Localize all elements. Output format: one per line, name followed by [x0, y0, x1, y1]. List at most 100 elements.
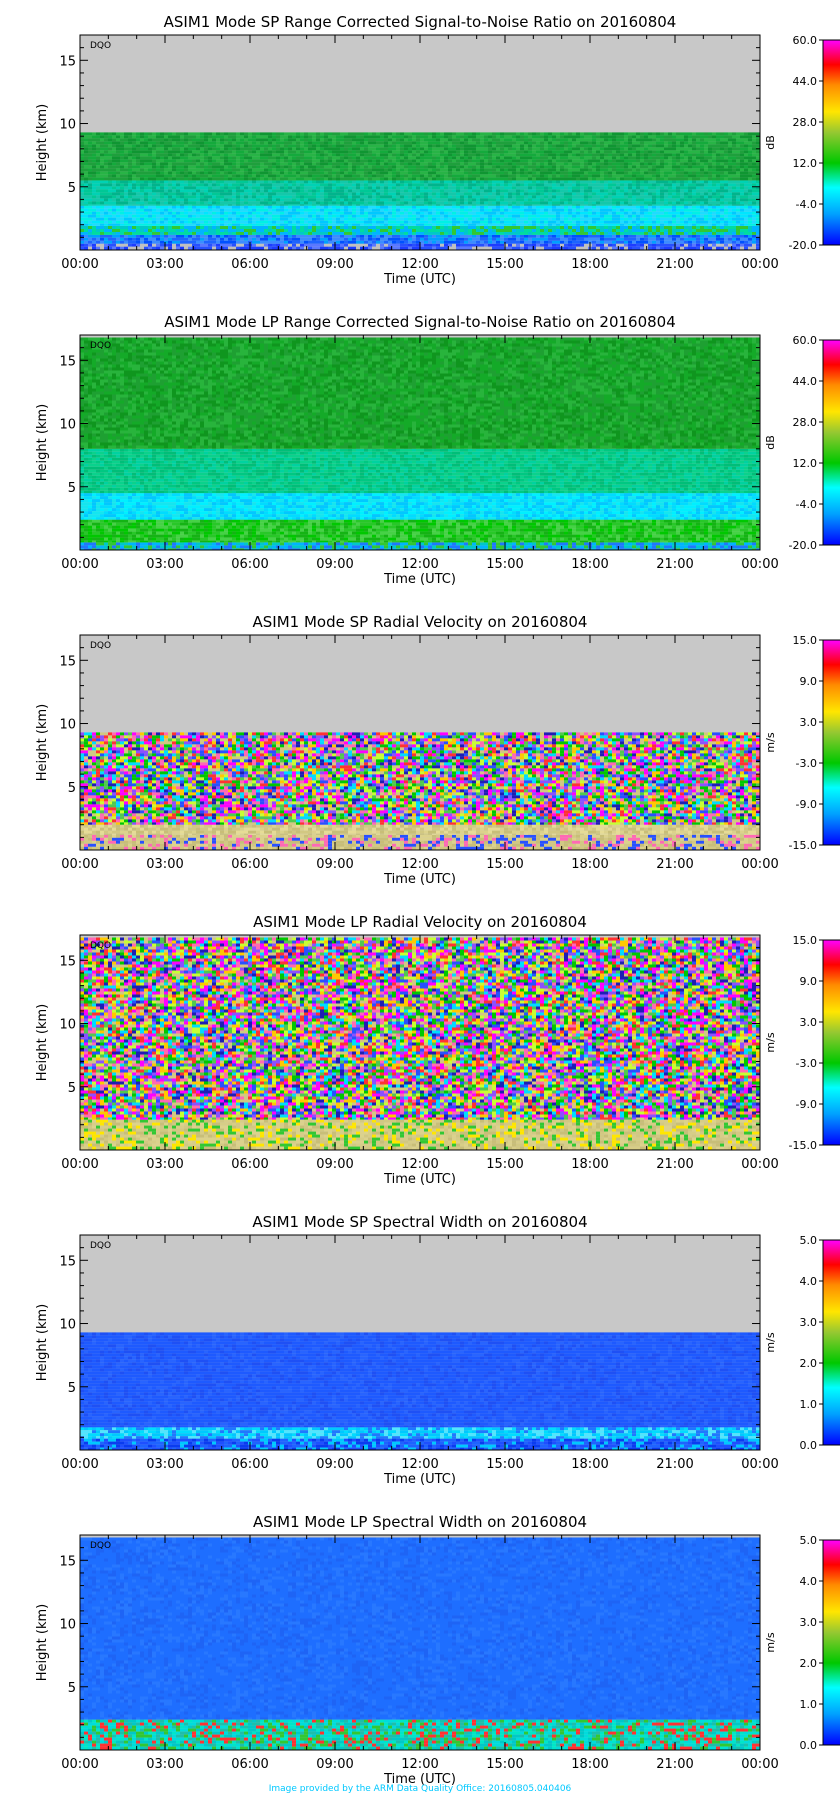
heatmap-cell	[412, 235, 416, 238]
heatmap-cell	[172, 209, 176, 212]
heatmap-cell	[164, 212, 168, 215]
heatmap-cell	[220, 226, 224, 229]
heatmap-cell	[672, 238, 676, 241]
heatmap-cell	[740, 215, 744, 218]
heatmap-cell	[168, 206, 172, 209]
heatmap-cell	[332, 209, 336, 212]
heatmap-cell	[236, 241, 240, 244]
heatmap-cell	[564, 244, 568, 247]
heatmap-cell	[572, 238, 576, 241]
heatmap-cell	[428, 206, 432, 209]
heatmap-cell	[192, 212, 196, 215]
heatmap-cell	[380, 212, 384, 215]
heatmap-cell	[216, 241, 220, 244]
heatmap-cell	[172, 238, 176, 241]
heatmap-cell	[280, 212, 284, 215]
heatmap-cell	[724, 232, 728, 235]
heatmap-cell	[404, 229, 408, 232]
heatmap-cell	[536, 212, 540, 215]
heatmap-cell	[132, 226, 136, 229]
heatmap-cell	[756, 232, 760, 235]
heatmap-cell	[496, 206, 500, 209]
heatmap-cell	[460, 232, 464, 235]
heatmap-cell	[364, 226, 368, 229]
heatmap-cell	[152, 209, 156, 212]
heatmap-cell	[648, 232, 652, 235]
heatmap-cell	[112, 218, 116, 221]
heatmap-cell	[240, 218, 244, 221]
heatmap-cell	[376, 206, 380, 209]
heatmap-cell	[112, 244, 116, 247]
heatmap-cell	[744, 209, 748, 212]
heatmap-cell	[108, 209, 112, 212]
heatmap-cell	[196, 238, 200, 241]
heatmap-cell	[408, 226, 412, 229]
heatmap-cell	[388, 206, 392, 209]
heatmap-cell	[176, 247, 180, 250]
heatmap-cell	[632, 244, 636, 247]
heatmap-cell	[132, 206, 136, 209]
heatmap-cell	[280, 232, 284, 235]
heatmap-cell	[736, 226, 740, 229]
heatmap-cell	[140, 218, 144, 221]
heatmap-cell	[268, 232, 272, 235]
heatmap-cell	[408, 229, 412, 232]
heatmap-cell	[212, 232, 216, 235]
heatmap-cell	[240, 244, 244, 247]
heatmap-cell	[128, 241, 132, 244]
heatmap-cell	[236, 238, 240, 241]
heatmap-cell	[436, 244, 440, 247]
heatmap-cell	[320, 238, 324, 241]
heatmap-cell	[416, 206, 420, 209]
heatmap-cell	[392, 229, 396, 232]
heatmap-cell	[664, 206, 668, 209]
heatmap-cell	[576, 226, 580, 229]
heatmap-cell	[756, 241, 760, 244]
heatmap-cell	[376, 218, 380, 221]
heatmap-cell	[276, 235, 280, 238]
heatmap-cell	[228, 212, 232, 215]
heatmap-cell	[320, 244, 324, 247]
heatmap-cell	[92, 232, 96, 235]
heatmap-cell	[680, 229, 684, 232]
heatmap-cell	[692, 215, 696, 218]
heatmap-cell	[588, 229, 592, 232]
heatmap-cell	[172, 206, 176, 209]
heatmap-cell	[504, 215, 508, 218]
heatmap-cell	[756, 206, 760, 209]
heatmap-cell	[604, 232, 608, 235]
heatmap-cell	[752, 206, 756, 209]
heatmap-cell	[216, 218, 220, 221]
heatmap-cell	[96, 238, 100, 241]
heatmap-cell	[576, 235, 580, 238]
heatmap-cell	[332, 215, 336, 218]
heatmap-cell	[456, 218, 460, 221]
heatmap-cell	[200, 244, 204, 247]
heatmap-cell	[232, 235, 236, 238]
heatmap-cell	[416, 212, 420, 215]
heatmap-cell	[96, 229, 100, 232]
heatmap-cell	[516, 226, 520, 229]
heatmap-cell	[216, 232, 220, 235]
heatmap-cell	[508, 209, 512, 212]
heatmap-cell	[372, 215, 376, 218]
heatmap-cell	[440, 247, 444, 250]
heatmap-cell	[744, 244, 748, 247]
heatmap-cell	[604, 238, 608, 241]
heatmap-cell	[232, 226, 236, 229]
heatmap-cell	[360, 218, 364, 221]
heatmap-cell	[748, 235, 752, 238]
heatmap-cell	[708, 235, 712, 238]
heatmap-cell	[504, 232, 508, 235]
heatmap-cell	[128, 232, 132, 235]
heatmap-cell	[272, 244, 276, 247]
heatmap-cell	[412, 212, 416, 215]
heatmap-cell	[324, 209, 328, 212]
heatmap-cell	[364, 238, 368, 241]
heatmap-cell	[376, 215, 380, 218]
heatmap-cell	[476, 206, 480, 209]
heatmap-cell	[556, 235, 560, 238]
heatmap-cell	[328, 235, 332, 238]
heatmap-cell	[504, 226, 508, 229]
heatmap-cell	[688, 247, 692, 250]
